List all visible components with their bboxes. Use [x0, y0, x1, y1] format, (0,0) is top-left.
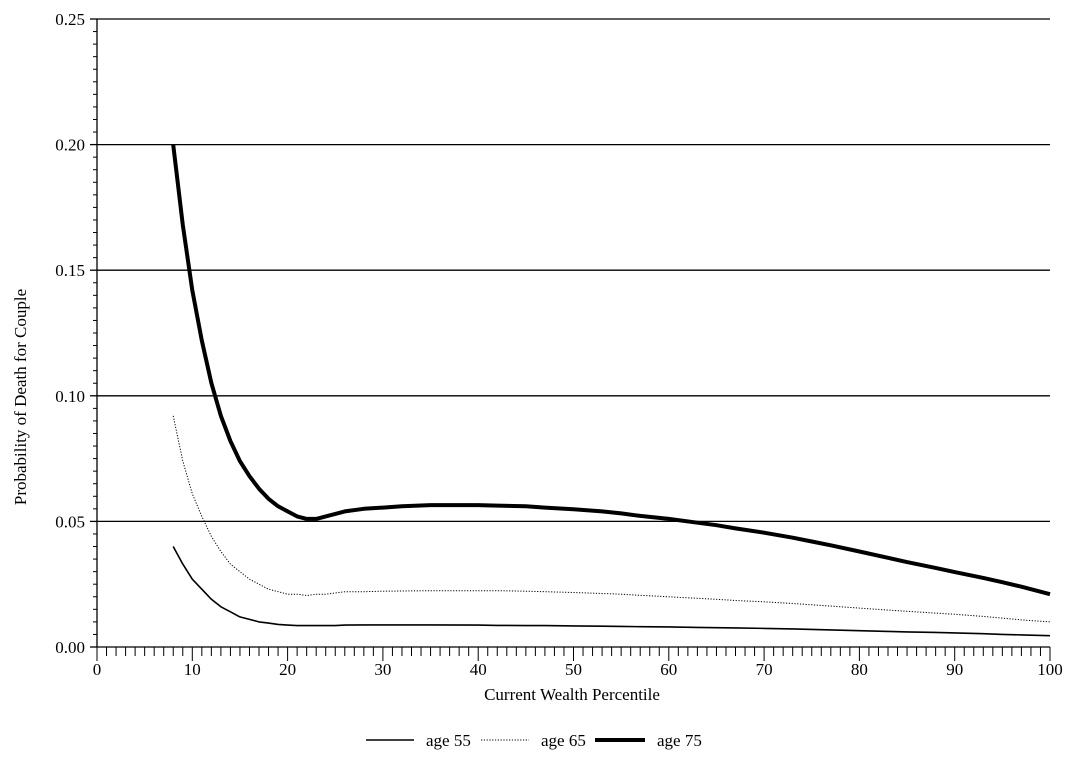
- y-axis-label: Probability of Death for Couple: [11, 289, 30, 505]
- y-tick-label-5: 0.25: [55, 10, 85, 29]
- y-tick-label-1: 0.05: [55, 512, 85, 531]
- series-line-age-55: [172, 546, 1051, 637]
- x-tick-label-10: 100: [1037, 660, 1063, 679]
- x-tick-label-9: 90: [946, 660, 963, 679]
- y-axis-ticks: 0.00 0.05 0.10 0.15 0.20 0.25: [55, 10, 97, 657]
- x-tick-label-4: 40: [470, 660, 487, 679]
- legend-label-age-75: age 75: [657, 731, 702, 750]
- y-tick-label-0: 0.00: [55, 638, 85, 657]
- y-tick-label-3: 0.15: [55, 261, 85, 280]
- x-tick-label-1: 10: [184, 660, 201, 679]
- legend: age 55 age 65 age 75: [366, 731, 702, 750]
- axes: [96, 19, 1050, 648]
- x-tick-label-7: 70: [756, 660, 773, 679]
- y-tick-label-4: 0.20: [55, 136, 85, 155]
- y-tick-label-2: 0.10: [55, 387, 85, 406]
- x-tick-label-0: 0: [93, 660, 102, 679]
- gridlines: [97, 18, 1050, 523]
- series-line-age-75: [171, 144, 1051, 597]
- x-tick-label-3: 30: [374, 660, 391, 679]
- x-axis-ticks: 0 10 20 30 40 50 60 70 80 90 100: [93, 647, 1063, 679]
- series-line-age-65: [172, 415, 1051, 623]
- legend-label-age-65: age 65: [541, 731, 586, 750]
- legend-label-age-55: age 55: [426, 731, 471, 750]
- x-tick-label-2: 20: [279, 660, 296, 679]
- x-axis-label: Current Wealth Percentile: [484, 685, 660, 704]
- x-tick-label-8: 80: [851, 660, 868, 679]
- series-lines: [171, 144, 1051, 637]
- x-tick-label-6: 60: [660, 660, 677, 679]
- x-tick-label-5: 50: [565, 660, 582, 679]
